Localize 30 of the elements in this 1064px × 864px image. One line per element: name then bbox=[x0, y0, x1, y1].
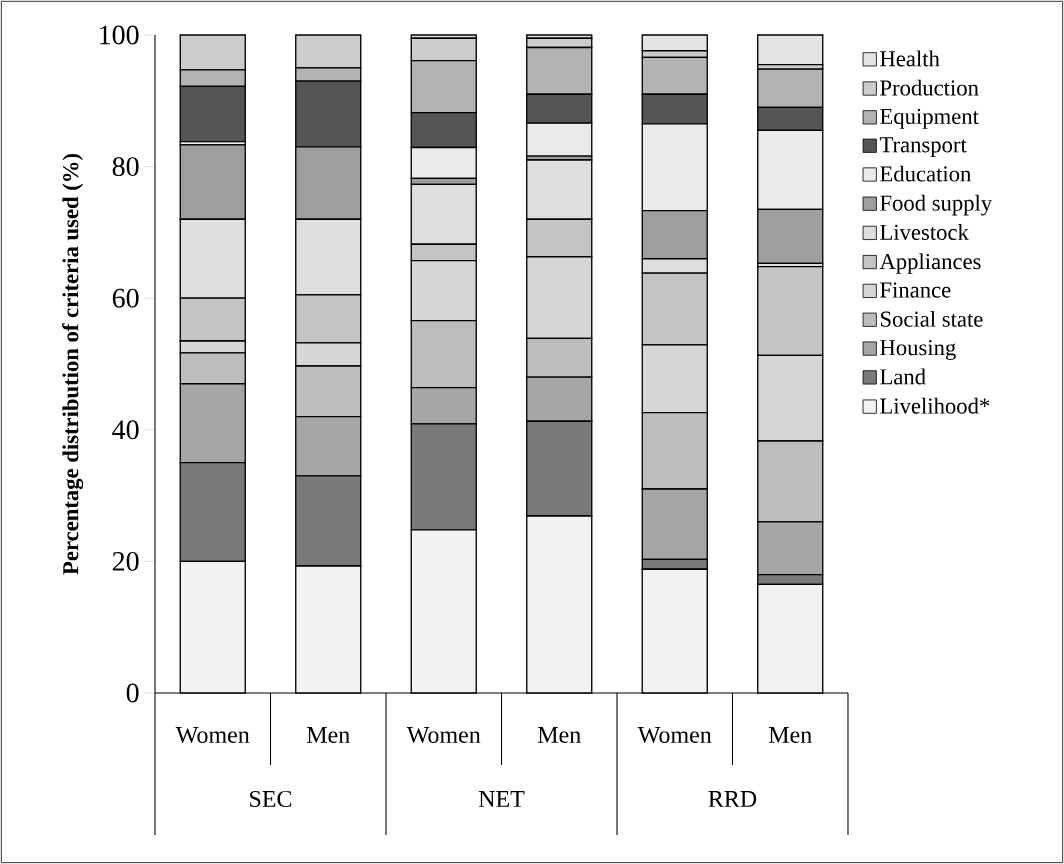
x-tick-label: Men bbox=[768, 727, 812, 743]
y-tick-label: 60 bbox=[112, 288, 139, 308]
legend-label: Appliances bbox=[879, 253, 981, 274]
legend-label: Food supply bbox=[880, 194, 993, 216]
legend-label: Education bbox=[880, 165, 972, 182]
legend-label: Finance bbox=[880, 282, 951, 298]
legend-label: Health bbox=[880, 50, 940, 67]
text: SEC bbox=[250, 790, 292, 808]
text: RRD bbox=[708, 791, 757, 807]
legend-label: Equipment bbox=[880, 108, 979, 129]
bar bbox=[757, 34, 824, 66]
y-axis-title: Percentage distribution of criteria used (%) bbox=[62, 154, 84, 575]
y-tick-label: 20 bbox=[112, 551, 139, 571]
legend-label: Social state bbox=[880, 310, 983, 327]
legend-label: Livelihood* bbox=[880, 397, 990, 414]
x-tick-label: Women bbox=[406, 727, 481, 744]
y-tick-label: 0 bbox=[126, 683, 139, 703]
legend-label: Transport bbox=[879, 137, 967, 157]
y-tick-label: 40 bbox=[112, 420, 139, 440]
legend-label: Livestock bbox=[880, 224, 969, 240]
x-tick-label: Men bbox=[306, 727, 350, 743]
text: NET bbox=[478, 791, 525, 807]
y-tick-label: 80 bbox=[112, 157, 139, 177]
legend-label: Land bbox=[880, 368, 926, 385]
x-tick-label: Women bbox=[175, 727, 250, 744]
y-tick-label: 100 bbox=[100, 25, 139, 45]
x-tick-label: Women bbox=[637, 727, 712, 744]
legend-label: Housing bbox=[880, 340, 956, 360]
legend-label: Production bbox=[880, 79, 979, 96]
x-tick-label: Men bbox=[537, 727, 581, 743]
